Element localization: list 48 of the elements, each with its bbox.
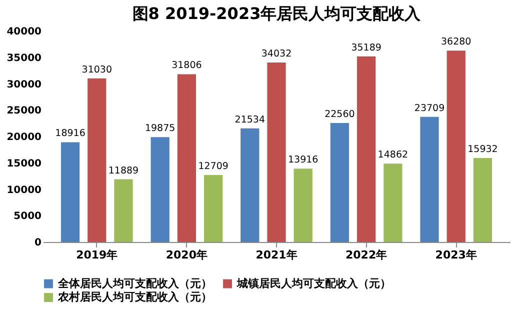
y-tick-label: 25000 (6, 106, 42, 117)
data-label: 13916 (288, 154, 318, 166)
x-tick-label: 2019年 (76, 248, 118, 262)
y-tick-label: 40000 (6, 26, 42, 38)
bar (88, 78, 106, 242)
y-tick-label: 0 (34, 238, 42, 248)
data-label: 14862 (378, 150, 408, 161)
data-label: 23709 (414, 102, 445, 114)
bar (420, 116, 439, 242)
bar (446, 50, 466, 242)
x-tick-label: 2023年 (435, 248, 477, 262)
bar (330, 122, 350, 242)
y-tick-label: 20000 (6, 132, 42, 143)
y-tick-label: 30000 (6, 79, 42, 90)
data-label: 12709 (198, 160, 228, 172)
data-label: 34032 (261, 48, 292, 60)
bar (204, 174, 223, 242)
data-label: 31030 (82, 64, 112, 76)
data-label: 35189 (351, 42, 382, 54)
chart-title: 图8 2019-2023年居民人均可支配收入 (132, 4, 422, 23)
y-tick-label: 35000 (6, 52, 42, 64)
bar (384, 164, 402, 242)
data-label: 36280 (441, 36, 472, 48)
bar (60, 142, 80, 242)
bar (114, 179, 133, 242)
legend-label: 城镇居民人均可支配收入（元） (236, 276, 391, 290)
bar (240, 128, 260, 242)
x-tick-label: 2020年 (166, 248, 208, 262)
bar (177, 74, 196, 242)
bar (267, 62, 286, 242)
bar (150, 137, 170, 242)
legend-label: 全体居民人均可支配收入（元） (57, 276, 212, 290)
data-label: 19875 (144, 123, 176, 134)
legend-label: 农村居民人均可支配收入（元） (57, 290, 212, 304)
x-tick-label: 2022年 (345, 248, 388, 262)
data-label: 22560 (324, 108, 355, 120)
data-label: 11889 (108, 165, 139, 176)
data-label: 31806 (172, 60, 202, 72)
bar (356, 56, 376, 242)
y-tick-label: 5000 (14, 211, 42, 222)
data-label: 15932 (468, 144, 498, 155)
bar (294, 168, 312, 242)
y-tick-label: 15000 (6, 158, 42, 170)
bar (473, 158, 492, 242)
data-label: 21534 (234, 114, 266, 126)
y-tick-label: 10000 (6, 184, 42, 196)
data-label: 18916 (55, 128, 86, 140)
x-tick-label: 2021年 (256, 248, 298, 262)
